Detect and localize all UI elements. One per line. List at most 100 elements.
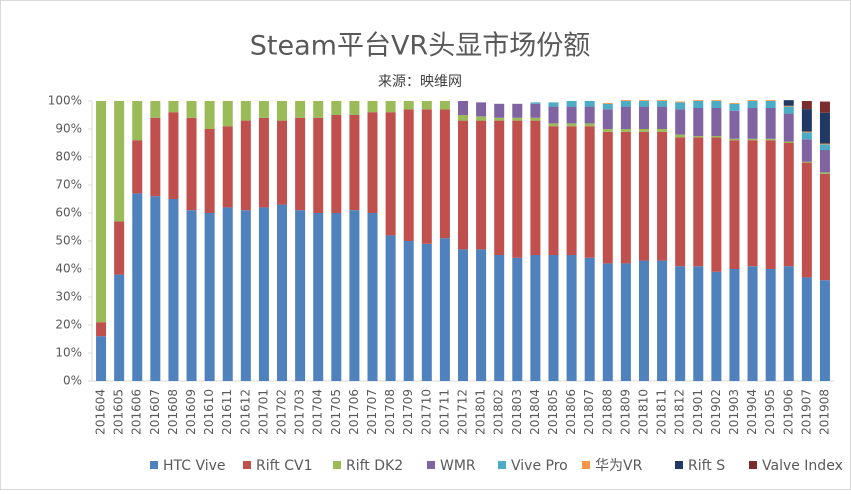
bar-segment bbox=[367, 213, 378, 381]
legend-label: Rift DK2 bbox=[346, 458, 403, 474]
bar-segment bbox=[367, 112, 378, 213]
bar-segment bbox=[240, 101, 251, 121]
y-tick-label: 50% bbox=[55, 234, 82, 248]
bar-segment bbox=[657, 100, 668, 101]
bar-segment bbox=[765, 100, 776, 101]
bar-segment bbox=[186, 117, 197, 211]
bar-segment bbox=[204, 101, 215, 129]
y-tick-label: 0% bbox=[63, 374, 82, 388]
bar-segment bbox=[729, 140, 740, 269]
bar-segment bbox=[186, 210, 197, 381]
x-tick-label: 201905 bbox=[763, 389, 777, 435]
bar-segment bbox=[729, 269, 740, 381]
y-tick-label: 80% bbox=[55, 150, 82, 164]
bar-segment bbox=[711, 137, 722, 272]
bar-segment bbox=[222, 207, 233, 381]
bar-segment bbox=[620, 100, 631, 101]
bar-segment bbox=[602, 131, 613, 264]
bar-segment bbox=[96, 101, 107, 323]
bar-segment bbox=[403, 109, 414, 242]
x-tick-label: 201803 bbox=[510, 389, 524, 435]
bar-segment bbox=[150, 196, 161, 381]
bar-segment bbox=[566, 123, 577, 127]
x-tick-label: 201604 bbox=[94, 389, 108, 435]
bar-segment bbox=[313, 213, 324, 381]
bar-segment bbox=[693, 108, 704, 136]
bar-segment bbox=[783, 100, 794, 106]
x-tick-label: 201709 bbox=[401, 389, 415, 435]
bar-segment bbox=[295, 210, 306, 381]
bar-segment bbox=[494, 255, 505, 381]
bar-segment bbox=[729, 110, 740, 139]
bar-segment bbox=[566, 101, 577, 107]
bar-segment bbox=[584, 126, 595, 258]
x-tick-label: 201908 bbox=[817, 389, 831, 435]
bar-segment bbox=[620, 101, 631, 107]
bar-segment bbox=[584, 106, 595, 124]
bar-segment bbox=[584, 101, 595, 107]
x-tick-label: 201705 bbox=[329, 389, 343, 435]
bar-segment bbox=[801, 162, 812, 278]
bar-segment bbox=[638, 100, 649, 101]
bar-segment bbox=[385, 101, 396, 113]
bar-segment bbox=[765, 108, 776, 139]
bar-segment bbox=[168, 199, 179, 381]
bar-segment bbox=[512, 257, 523, 381]
bar-segment bbox=[132, 193, 143, 381]
x-tick-label: 201706 bbox=[347, 389, 361, 435]
bar-segment bbox=[331, 101, 342, 115]
bar-segment bbox=[693, 266, 704, 381]
bar-segment bbox=[512, 120, 523, 258]
bar-segment bbox=[819, 144, 830, 150]
bar-segment bbox=[819, 280, 830, 381]
x-tick-label: 201607 bbox=[148, 389, 162, 435]
bar-segment bbox=[204, 213, 215, 381]
bar-segment bbox=[620, 263, 631, 381]
bar-segment bbox=[620, 129, 631, 132]
bar-segment bbox=[114, 221, 125, 275]
bar-segment bbox=[168, 101, 179, 113]
legend-label: Vive Pro bbox=[511, 458, 568, 474]
bar-segment bbox=[476, 249, 487, 381]
x-tick-label: 201701 bbox=[256, 389, 270, 435]
bar-segment bbox=[783, 106, 794, 114]
bar-segment bbox=[638, 260, 649, 381]
bar-segment bbox=[747, 140, 758, 267]
bar-segment bbox=[96, 322, 107, 337]
chart-title: Steam平台VR头显市场份额 bbox=[250, 31, 590, 62]
legend-label: WMR bbox=[440, 458, 476, 474]
bar-segment bbox=[367, 101, 378, 113]
bar-segment bbox=[313, 101, 324, 118]
bar-segment bbox=[675, 134, 686, 138]
bar-segment bbox=[783, 143, 794, 267]
bar-segment bbox=[693, 137, 704, 267]
bar-segment bbox=[476, 120, 487, 250]
bar-segment bbox=[765, 101, 776, 108]
bar-segment bbox=[150, 101, 161, 118]
bar-segment bbox=[403, 241, 414, 381]
bar-segment bbox=[548, 102, 559, 107]
x-tick-label: 201801 bbox=[474, 389, 488, 435]
bar-segment bbox=[548, 106, 559, 124]
y-tick-label: 60% bbox=[55, 206, 82, 220]
bar-segment bbox=[801, 132, 812, 140]
bar-segment bbox=[313, 117, 324, 213]
bar-segment bbox=[168, 112, 179, 199]
x-tick-label: 201902 bbox=[709, 389, 723, 435]
bar-segment bbox=[783, 113, 794, 142]
x-tick-label: 201702 bbox=[275, 389, 289, 435]
x-tick-label: 201812 bbox=[673, 389, 687, 435]
y-tick-label: 10% bbox=[55, 346, 82, 360]
bar-segment bbox=[729, 102, 740, 104]
bar-segment bbox=[439, 101, 450, 110]
bar-segment bbox=[277, 101, 288, 121]
bar-segment bbox=[675, 137, 686, 267]
bar-segment bbox=[331, 213, 342, 381]
bar-segment bbox=[638, 106, 649, 129]
bar-segment bbox=[711, 271, 722, 381]
x-tick-label: 201802 bbox=[492, 389, 506, 435]
bar-segment bbox=[222, 101, 233, 127]
bar-segment bbox=[114, 101, 125, 222]
bar-segment bbox=[421, 243, 432, 381]
x-tick-label: 201609 bbox=[184, 389, 198, 435]
